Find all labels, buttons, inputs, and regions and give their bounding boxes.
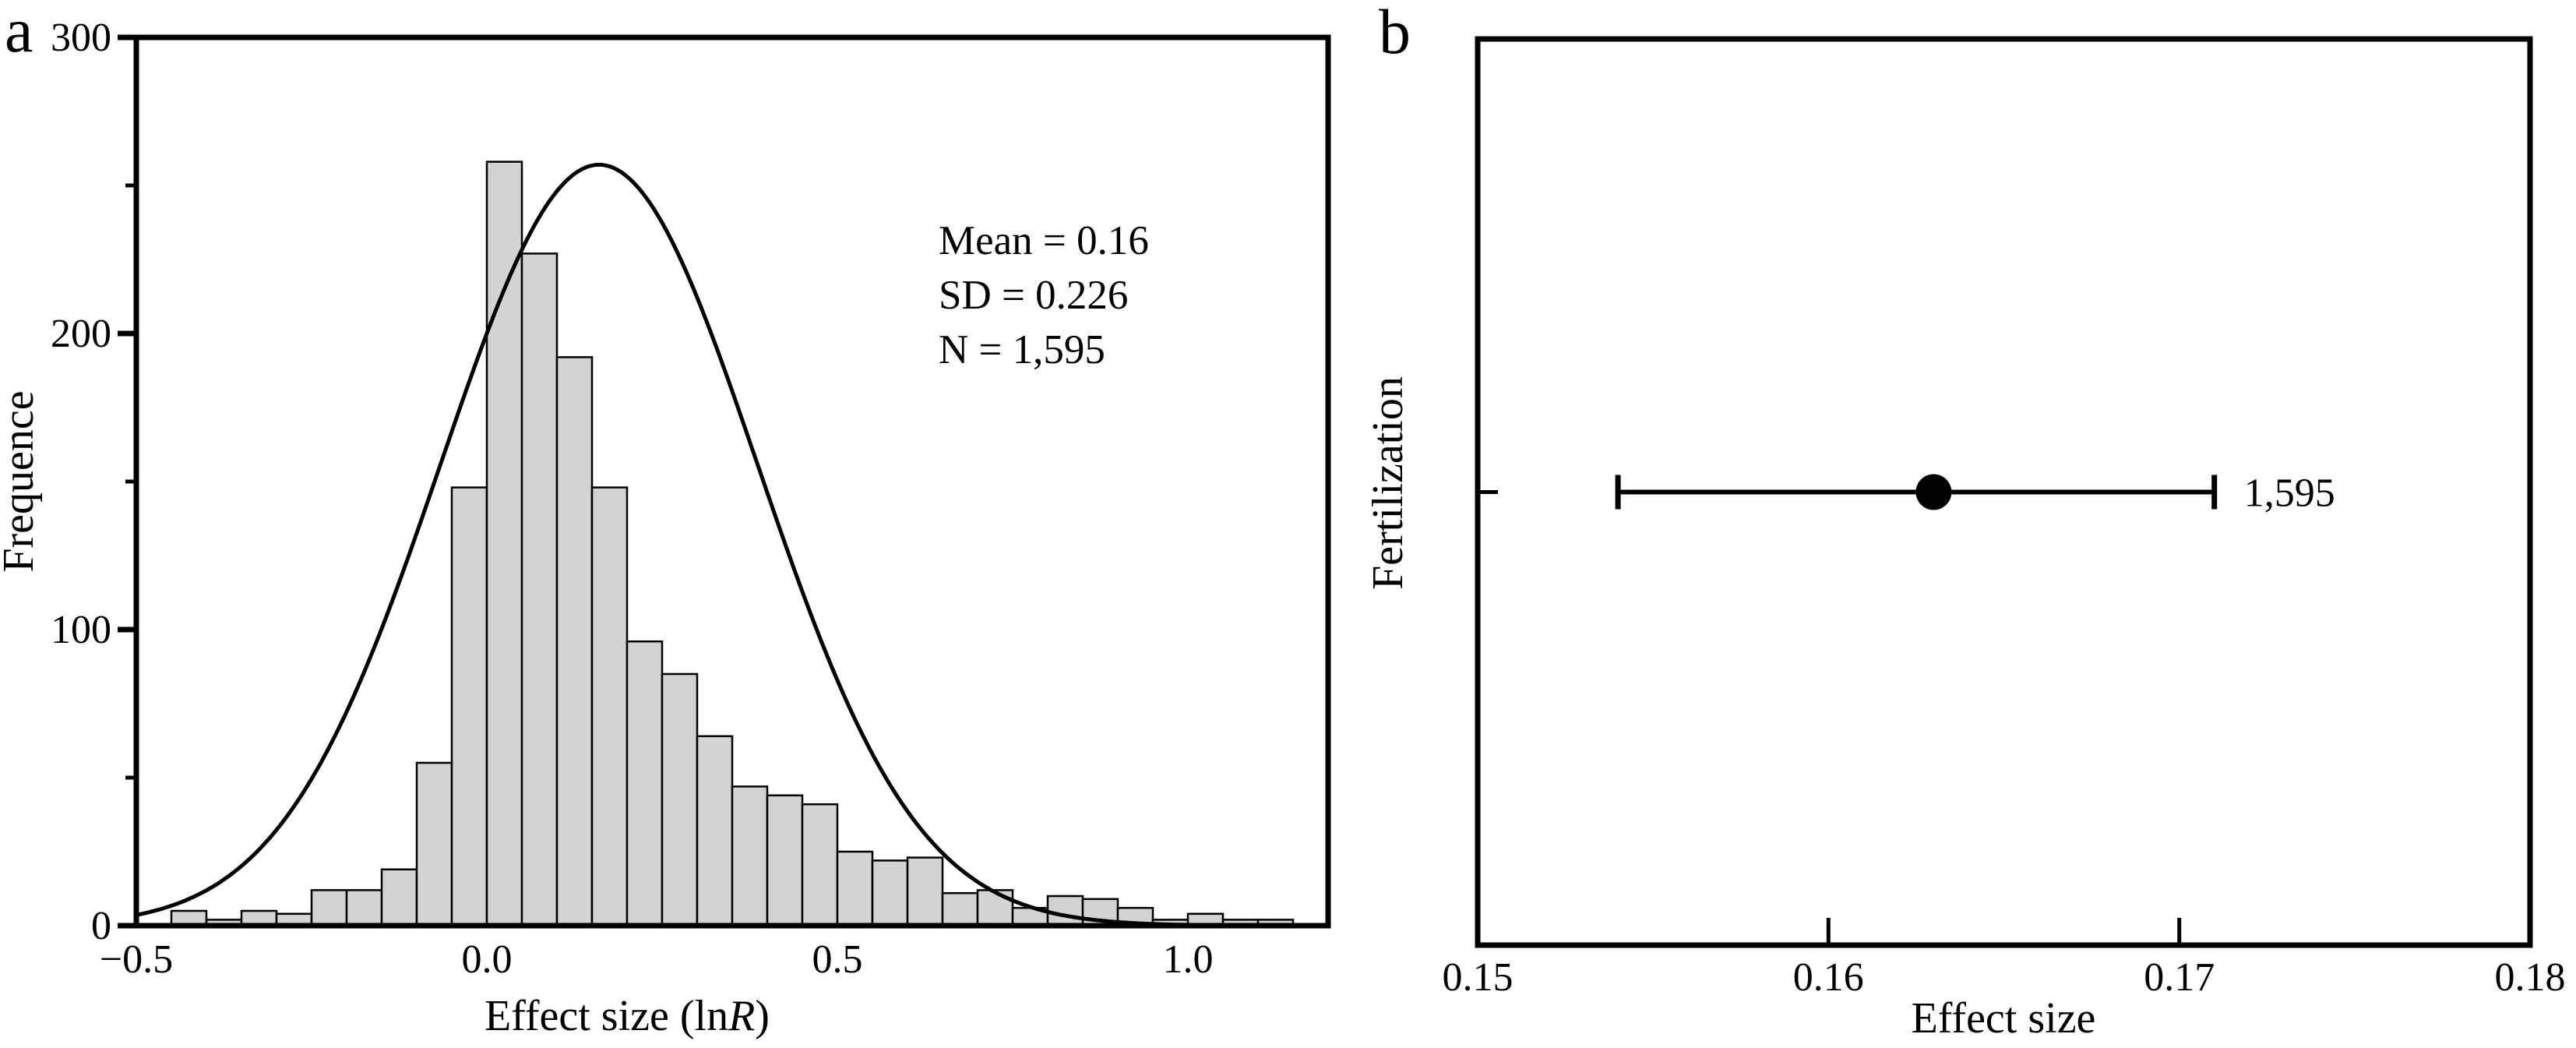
histogram-bar xyxy=(380,868,418,927)
panel-b-letter: b xyxy=(1379,0,1411,67)
histogram-bar xyxy=(345,889,383,927)
stats-annotation-line: N = 1,595 xyxy=(939,327,1105,372)
histogram-bar xyxy=(976,889,1014,927)
histogram-bar xyxy=(485,161,523,927)
effect-size-point xyxy=(1915,474,1952,510)
histogram-bar xyxy=(941,891,979,927)
histogram-bar xyxy=(1046,895,1084,927)
histogram-bar xyxy=(555,356,594,927)
histogram-bar xyxy=(625,640,664,927)
y-axis-tick-label: 0 xyxy=(91,904,111,948)
panel-a-plot-area: 0 100 200 300 −0.5 0.0 0.5 1.0 Frequence Effect s… xyxy=(0,16,1331,1040)
panel-b-x-axis-title: Effect size xyxy=(1912,994,2096,1043)
histogram-bar xyxy=(731,785,769,927)
x-axis-tick-label: 0.5 xyxy=(812,937,863,982)
histogram-bar xyxy=(450,486,488,927)
panel-a-x-axis-title: Effect size (lnR) xyxy=(485,992,770,1040)
normal-curve xyxy=(136,162,1328,928)
histogram-bar xyxy=(906,856,944,927)
histogram-bar xyxy=(661,672,699,927)
x-axis-tick-label: 0.17 xyxy=(2144,955,2215,1000)
x-axis-tick-label: 0.16 xyxy=(1793,955,1864,1000)
histogram-bar xyxy=(871,859,909,927)
y-axis-tick-label: 300 xyxy=(51,16,111,60)
stats-annotation-line: Mean = 0.16 xyxy=(939,218,1149,263)
panel-b-plot-area: 0.15 0.16 0.17 0.18 1,595 Fertilization Effect… xyxy=(1364,36,2566,1043)
histogram-bar xyxy=(590,486,629,927)
histogram-bar xyxy=(520,252,559,927)
x-axis-tick-label: 0.15 xyxy=(1443,955,1514,1000)
histogram-bar xyxy=(310,889,348,927)
panel-a-histogram: a 0 100 200 300 −0.5 0.0 0.5 1.0 Frequence Effect… xyxy=(0,0,1331,1040)
x-axis-tick-label: −0.5 xyxy=(100,937,173,982)
panel-b-y-axis-title: Fertilization xyxy=(1364,376,1412,590)
x-axis-tick-label: 0.18 xyxy=(2495,955,2566,1000)
histogram-bar xyxy=(696,735,734,927)
stats-annotation-line: SD = 0.226 xyxy=(939,273,1128,318)
sample-size-label: 1,595 xyxy=(2244,471,2335,516)
y-axis-tick-label: 200 xyxy=(51,312,111,356)
panel-a-y-axis-title: Frequence xyxy=(0,390,43,572)
panel-b-forest-plot: b 0.15 0.16 0.17 0.18 1,595 Fertilization Effe… xyxy=(1364,0,2566,1043)
histogram-bar xyxy=(415,761,453,927)
histogram-bar xyxy=(801,803,839,927)
panel-a-letter: a xyxy=(5,0,33,65)
histogram-bar xyxy=(766,794,804,927)
x-axis-tick-label: 1.0 xyxy=(1163,937,1214,982)
histogram-bar xyxy=(836,850,874,927)
y-axis-tick-label: 100 xyxy=(51,608,111,652)
x-axis-tick-label: 0.0 xyxy=(462,937,513,982)
